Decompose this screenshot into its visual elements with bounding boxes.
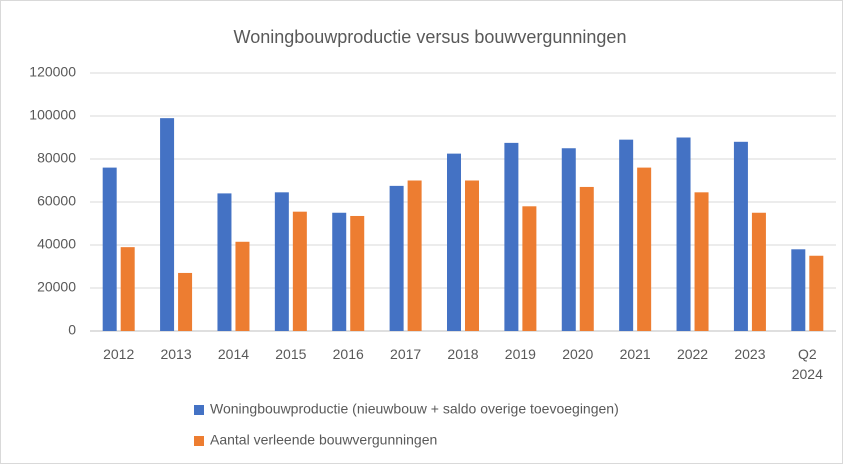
bar	[522, 206, 537, 331]
bar	[120, 247, 135, 331]
y-tick-label: 60000	[37, 193, 76, 209]
x-tick-label: 2016	[332, 346, 364, 362]
bar	[579, 186, 594, 331]
bar	[160, 118, 175, 332]
x-tick-label: 2020	[562, 346, 594, 362]
legend-swatch	[194, 436, 204, 446]
bar	[217, 193, 232, 331]
bar	[178, 272, 193, 331]
legend-swatch	[194, 405, 204, 415]
y-tick-label: 120000	[29, 64, 76, 80]
bar	[332, 212, 347, 331]
bar	[389, 185, 404, 331]
bar	[465, 180, 479, 331]
x-tick-label: 2014	[217, 346, 250, 362]
bar	[619, 139, 634, 331]
bar	[292, 211, 307, 331]
bar	[676, 137, 691, 331]
bar	[447, 153, 461, 331]
bar	[504, 142, 519, 331]
bar	[407, 180, 422, 331]
x-tick-label: 2015	[275, 346, 307, 362]
legend-label: Aantal verleende bouwvergunningen	[210, 432, 437, 448]
x-tick-label: 2018	[447, 346, 479, 362]
x-tick-label: 2017	[390, 346, 422, 362]
x-tick-label: 2019	[504, 346, 536, 362]
y-tick-label: 100000	[29, 107, 76, 123]
x-tick-label: 2012	[103, 346, 135, 362]
x-tick-label: 2013	[160, 346, 192, 362]
bar	[235, 241, 250, 331]
x-tick-label: 2021	[619, 346, 651, 362]
legend-label: Woningbouwproductie (nieuwbouw + saldo o…	[210, 401, 619, 417]
bar	[791, 249, 806, 331]
bar	[561, 148, 576, 331]
bar	[751, 212, 766, 331]
bar	[733, 141, 748, 331]
bar	[809, 255, 824, 331]
x-tick-label: 2023	[734, 346, 766, 362]
bar	[637, 167, 652, 331]
y-tick-label: 0	[68, 322, 76, 338]
chart-title: Woningbouwproductie versus bouwvergunnin…	[234, 27, 627, 47]
y-tick-label: 80000	[37, 150, 76, 166]
bar	[274, 192, 289, 331]
x-tick-label: 2022	[676, 346, 709, 362]
bar	[102, 167, 117, 331]
x-tick-label: Q2 2024	[791, 346, 823, 382]
bar	[694, 192, 709, 331]
y-tick-label: 40000	[37, 236, 76, 252]
bar	[350, 215, 365, 331]
y-tick-label: 20000	[37, 279, 76, 295]
